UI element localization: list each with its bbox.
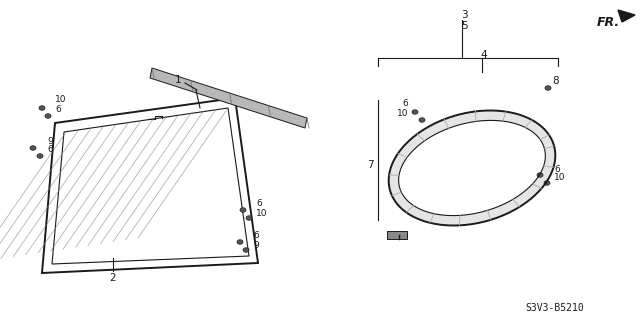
Ellipse shape bbox=[240, 208, 246, 212]
Text: 10: 10 bbox=[55, 95, 67, 105]
Ellipse shape bbox=[39, 106, 45, 110]
Ellipse shape bbox=[412, 110, 418, 114]
Text: 6: 6 bbox=[55, 105, 61, 114]
Text: 6: 6 bbox=[253, 232, 259, 241]
Ellipse shape bbox=[237, 240, 243, 244]
Text: 2: 2 bbox=[109, 273, 116, 283]
Ellipse shape bbox=[419, 118, 425, 122]
Polygon shape bbox=[618, 10, 635, 22]
Text: 6: 6 bbox=[554, 165, 560, 174]
PathPatch shape bbox=[388, 110, 556, 226]
Ellipse shape bbox=[243, 248, 249, 252]
Ellipse shape bbox=[537, 173, 543, 177]
Ellipse shape bbox=[246, 216, 252, 220]
Ellipse shape bbox=[544, 181, 550, 185]
Ellipse shape bbox=[45, 114, 51, 118]
Ellipse shape bbox=[545, 86, 551, 90]
Text: 5: 5 bbox=[461, 21, 467, 31]
Text: 3: 3 bbox=[461, 10, 467, 20]
Text: 10: 10 bbox=[554, 174, 566, 182]
Text: 6: 6 bbox=[403, 100, 408, 108]
Text: 4: 4 bbox=[481, 50, 487, 60]
Text: 6: 6 bbox=[256, 199, 262, 209]
Text: S3V3-B5210: S3V3-B5210 bbox=[525, 303, 584, 313]
Text: 9: 9 bbox=[253, 241, 259, 249]
Text: FR.: FR. bbox=[597, 16, 620, 28]
Text: 10: 10 bbox=[256, 209, 268, 218]
Text: 10: 10 bbox=[397, 108, 408, 117]
Text: 6: 6 bbox=[47, 145, 52, 154]
Text: 8: 8 bbox=[552, 76, 559, 86]
Bar bbox=[387, 231, 407, 239]
Ellipse shape bbox=[37, 154, 43, 158]
Text: 1: 1 bbox=[175, 75, 181, 85]
Text: 7: 7 bbox=[367, 160, 373, 170]
Ellipse shape bbox=[30, 146, 36, 150]
Polygon shape bbox=[150, 68, 307, 128]
Text: 9: 9 bbox=[47, 137, 52, 145]
